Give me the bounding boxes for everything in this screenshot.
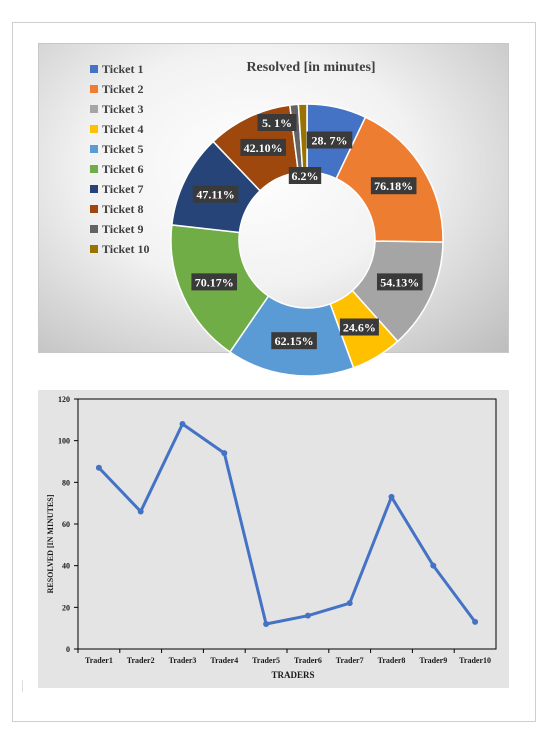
svg-text:5. 1%: 5. 1% [262, 116, 292, 130]
data-point [304, 612, 311, 619]
data-point [346, 600, 353, 607]
donut-chart-panel: Resolved [in minutes] Ticket 1 Ticket 2 Ti… [38, 43, 509, 377]
margin-mark [22, 680, 23, 692]
line-chart: 0 20 40 60 80 100 120 Trader1 Trader2 Trader3 Trad… [46, 395, 497, 680]
svg-text:47.11%: 47.11% [196, 188, 234, 202]
legend-swatch [90, 105, 98, 113]
legend-label: Ticket 8 [102, 202, 143, 216]
legend-swatch [90, 65, 98, 73]
donut-data-label: 28. 7% [306, 131, 353, 149]
legend-item: Ticket 6 [90, 162, 143, 176]
legend-label: Ticket 7 [102, 182, 143, 196]
legend-swatch [90, 205, 98, 213]
y-tick-label: 0 [66, 645, 70, 654]
donut-data-label: 42.10% [240, 138, 286, 156]
data-point [221, 450, 228, 457]
legend-item: Ticket 3 [90, 102, 143, 116]
legend-label: Ticket 5 [102, 142, 143, 156]
legend-swatch [90, 185, 98, 193]
data-point [263, 621, 270, 627]
data-point [472, 618, 479, 625]
x-tick-label: Trader2 [127, 656, 155, 665]
legend-item: Ticket 1 [90, 62, 143, 76]
legend-label: Ticket 6 [102, 162, 143, 176]
series-line [97, 422, 477, 626]
legend-label: Ticket 3 [102, 102, 143, 116]
donut-data-label: 62.15% [271, 332, 317, 350]
donut-data-label: 54.13% [376, 273, 423, 291]
svg-text:70.17%: 70.17% [195, 275, 234, 289]
legend-item: Ticket 5 [90, 142, 143, 156]
x-tick-label: Trader1 [85, 656, 113, 665]
donut-data-label: 5. 1% [257, 114, 297, 131]
y-tick-label: 120 [58, 395, 70, 404]
y-tick-label: 100 [58, 437, 70, 446]
legend-item: Ticket 2 [90, 82, 143, 96]
legend-swatch [90, 225, 98, 233]
legend-swatch [90, 145, 98, 153]
data-point [430, 562, 437, 569]
legend-label: Ticket 10 [102, 242, 149, 256]
legend-label: Ticket 2 [102, 82, 143, 96]
svg-text:24.6%: 24.6% [343, 321, 376, 335]
svg-text:6.2%: 6.2% [292, 169, 319, 183]
legend-item: Ticket 7 [90, 182, 143, 196]
legend-swatch [90, 85, 98, 93]
donut-data-label: 24.6% [339, 318, 379, 336]
legend-label: Ticket 4 [102, 122, 143, 136]
x-tick-label: Trader4 [210, 656, 238, 665]
svg-text:54.13%: 54.13% [380, 275, 419, 289]
donut-data-label: 6.2% [288, 167, 322, 184]
svg-text:42.10%: 42.10% [244, 141, 283, 155]
data-point [388, 493, 395, 500]
data-point [95, 464, 102, 471]
data-point [179, 421, 186, 427]
legend-swatch [90, 125, 98, 133]
legend-item: Ticket 9 [90, 222, 143, 236]
line-chart-panel: 0 20 40 60 80 100 120 Trader1 Trader2 Trader3 Trad… [38, 390, 509, 688]
x-axis-label: TRADERS [271, 670, 314, 680]
x-tick-label: Trader8 [378, 656, 406, 665]
y-tick-label: 40 [62, 562, 70, 571]
y-tick-label: 80 [62, 478, 70, 487]
x-tick-label: Trader7 [336, 656, 364, 665]
legend-label: Ticket 9 [102, 222, 143, 236]
y-tick-label: 20 [62, 603, 70, 612]
donut-data-label: 70.17% [191, 273, 238, 291]
y-tick-label: 60 [62, 520, 70, 529]
legend-label: Ticket 1 [102, 62, 143, 76]
page-frame [12, 22, 536, 722]
svg-text:62.15%: 62.15% [275, 334, 314, 348]
x-tick-label: Trader3 [169, 656, 197, 665]
x-tick-label: Trader6 [294, 656, 322, 665]
legend-item: Ticket 8 [90, 202, 143, 216]
donut-chart: Resolved [in minutes] Ticket 1 Ticket 2 Ti… [90, 60, 444, 377]
donut-title: Resolved [in minutes] [246, 60, 375, 75]
x-tick-label: Trader10 [459, 656, 491, 665]
donut-data-label: 47.11% [192, 185, 239, 203]
svg-text:28. 7%: 28. 7% [311, 134, 347, 148]
legend-item: Ticket 4 [90, 122, 143, 136]
y-axis-label: RESOLVED [IN MINUTES] [46, 494, 55, 593]
donut-data-label: 76.18% [370, 177, 417, 195]
x-tick-label: Trader5 [252, 656, 280, 665]
legend-item: Ticket 10 [90, 242, 149, 256]
plot-frame [77, 398, 497, 650]
legend-swatch [90, 245, 98, 253]
data-point [137, 508, 144, 515]
x-tick-label: Trader9 [419, 656, 447, 665]
svg-text:76.18%: 76.18% [374, 179, 413, 193]
legend-swatch [90, 165, 98, 173]
